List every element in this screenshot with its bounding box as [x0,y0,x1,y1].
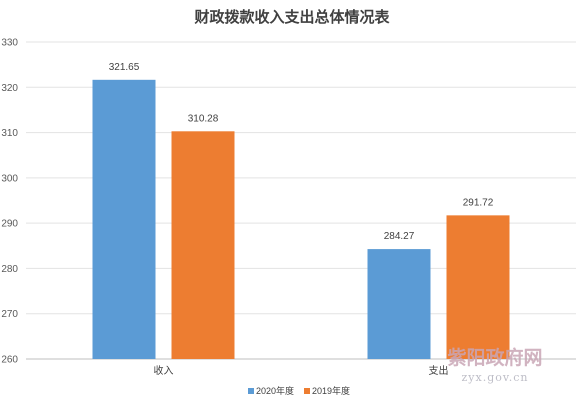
bar-series-b-income [171,131,235,359]
y-tick-label: 270 [1,309,18,320]
legend-label: 2019年度 [312,385,350,396]
watermark: 紫阳政府网 zyx.gov.cn [447,346,542,384]
y-axis-ticks: 260 270 280 290 300 310 320 330 [1,38,18,366]
bar-series-b-expense [446,215,510,359]
watermark-main-text: 紫阳政府网 [447,346,542,369]
bar-series-a-income [92,79,156,359]
data-label: 284.27 [384,231,415,242]
watermark-sub-text: zyx.gov.cn [461,371,528,384]
legend-swatch [248,388,254,394]
chart-title: 财政拨款收入支出总体情况表 [194,8,390,26]
y-tick-label: 290 [1,219,18,230]
y-tick-label: 260 [1,355,18,366]
x-axis-categories: 收入 支出 [154,364,449,377]
legend-label: 2020年度 [256,385,294,396]
bar-series-a-expense [367,249,431,359]
y-tick-label: 320 [1,83,18,94]
y-tick-label: 310 [1,128,18,139]
y-tick-label: 300 [1,173,18,184]
legend: 2020年度 2019年度 [248,385,350,396]
data-label: 310.28 [188,113,219,124]
data-labels: 321.65 310.28 284.27 291.72 [109,62,494,242]
legend-swatch [304,388,310,394]
data-label: 291.72 [463,197,494,208]
data-label: 321.65 [109,62,140,73]
bars [92,79,510,359]
x-category-label: 收入 [154,364,174,377]
y-tick-label: 330 [1,38,18,49]
x-category-label: 支出 [429,364,449,377]
y-tick-label: 280 [1,264,18,275]
